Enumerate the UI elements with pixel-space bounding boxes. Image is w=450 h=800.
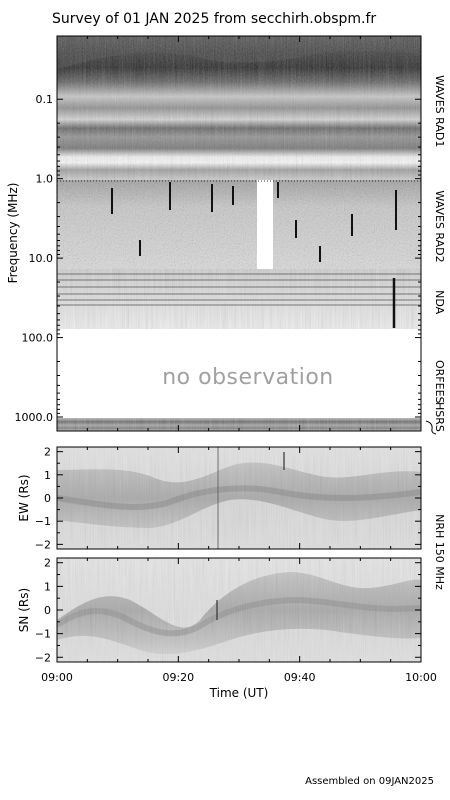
assembled-note: Assembled on 09JAN2025 <box>305 776 434 787</box>
spectrum-ylabel: Frequency (MHz) <box>6 183 20 284</box>
rad2-data-gap <box>257 180 273 269</box>
x-axis-ticks: 09:00 09:20 09:40 10:00 <box>41 36 437 684</box>
nda-band <box>57 269 421 329</box>
sn-y-ticks: 2 1 0 −1 −2 <box>35 557 421 664</box>
no-observation-label: no observation <box>162 365 334 390</box>
nrh-y-tick-label: −1 <box>35 515 51 528</box>
orfees-hsrs-bracket <box>425 420 437 435</box>
nrh-y-tick-label: 0 <box>44 492 51 505</box>
sn-ylabel: SN (Rs) <box>17 588 31 632</box>
instrument-label: HSRS <box>433 402 446 432</box>
spectrum-y-tick-label: 100.0 <box>22 332 54 345</box>
nrh-y-tick-label: 1 <box>44 469 51 482</box>
nrh-y-tick-label: −2 <box>35 538 51 551</box>
spectrum-panel: no observation 0.1 1.0 10.0 100.0 1000.0 Fre… <box>6 35 446 435</box>
orfees-band <box>57 329 421 418</box>
instrument-label: WAVES RAD1 <box>433 75 446 147</box>
waves-rad2-band <box>57 180 421 269</box>
nrh-label: NRH 150 MHz <box>433 514 446 590</box>
x-axis-label: Time (UT) <box>209 686 269 700</box>
hsrs-band <box>57 418 421 431</box>
x-tick-label: 10:00 <box>405 671 437 684</box>
nrh-y-tick-label: −2 <box>35 651 51 664</box>
nrh-y-tick-label: 2 <box>44 446 51 459</box>
spectrum-y-ticks: 0.1 1.0 10.0 100.0 1000.0 <box>15 93 421 424</box>
spectrum-y-tick-label: 10.0 <box>29 252 54 265</box>
nrh-y-tick-label: 2 <box>44 557 51 570</box>
ew-y-ticks: 2 1 0 −1 −2 <box>35 446 421 551</box>
instrument-label: WAVES RAD2 <box>433 190 446 262</box>
nrh-sn-panel: 2 1 0 −1 −2 SN (Rs) <box>17 557 422 664</box>
spectrum-y-tick-label: 1000.0 <box>15 411 54 424</box>
spectrum-y-tick-label: 1.0 <box>36 173 54 186</box>
nrh-y-tick-label: 1 <box>44 580 51 593</box>
x-tick-label: 09:20 <box>162 671 194 684</box>
ew-ylabel: EW (Rs) <box>17 474 31 521</box>
spectrum-y-tick-label: 0.1 <box>36 93 54 106</box>
instrument-label: ORFEES <box>433 360 446 404</box>
waves-rad1-band <box>57 36 421 180</box>
x-tick-label: 09:40 <box>284 671 316 684</box>
instrument-label: NDA <box>433 290 446 315</box>
nrh-y-tick-label: −1 <box>35 628 51 641</box>
x-tick-label: 09:00 <box>41 671 73 684</box>
chart-title: Survey of 01 JAN 2025 from secchirh.obsp… <box>52 11 376 27</box>
nrh-ew-panel: 2 1 0 −1 −2 EW (Rs) <box>17 446 422 551</box>
nrh-y-tick-label: 0 <box>44 604 51 617</box>
